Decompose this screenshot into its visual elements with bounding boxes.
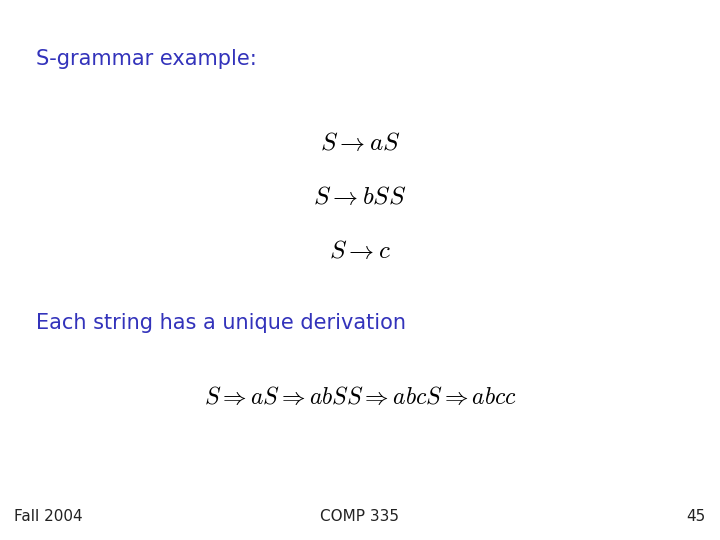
Text: Each string has a unique derivation: Each string has a unique derivation [36, 313, 406, 333]
Text: $S \rightarrow aS$: $S \rightarrow aS$ [320, 131, 400, 155]
Text: $S \rightarrow c$: $S \rightarrow c$ [329, 239, 391, 263]
Text: Fall 2004: Fall 2004 [14, 509, 83, 524]
Text: $S \rightarrow bSS$: $S \rightarrow bSS$ [313, 185, 407, 209]
Text: COMP 335: COMP 335 [320, 509, 400, 524]
Text: 45: 45 [686, 509, 706, 524]
Text: $S \Rightarrow aS \Rightarrow abSS \Rightarrow abcS \Rightarrow abcc$: $S \Rightarrow aS \Rightarrow abSS \Righ… [204, 385, 516, 409]
Text: S-grammar example:: S-grammar example: [36, 49, 257, 69]
